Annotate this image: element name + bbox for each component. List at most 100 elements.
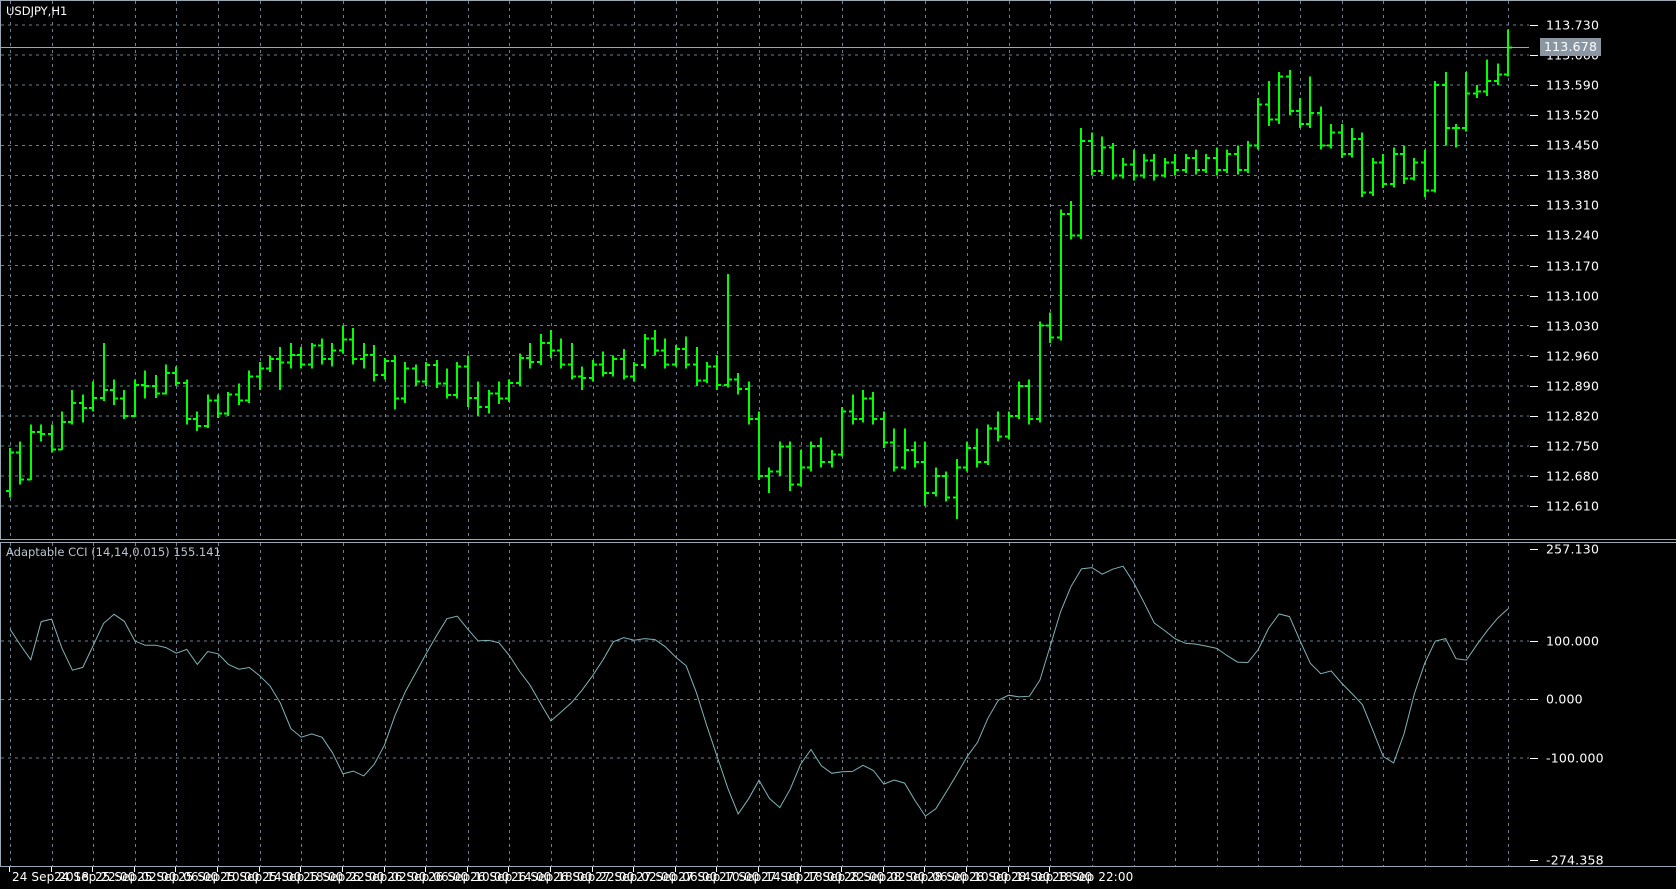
time-axis-tick: [425, 867, 426, 872]
time-axis-label: 28 Sep 14:00: [969, 870, 1051, 884]
time-axis-tick: [384, 867, 385, 872]
time-axis-label: 26 Sep 18:00: [511, 870, 593, 884]
time-axis-label: 25 Sep 18:00: [262, 870, 344, 884]
time-axis-tick: [342, 867, 343, 872]
price-axis-tick: [1530, 25, 1538, 26]
price-axis-tick: [1530, 506, 1538, 507]
time-axis-tick: [92, 867, 93, 872]
time-axis-label: 27 Sep 02:00: [595, 870, 677, 884]
price-axis-label: 113.380: [1546, 167, 1600, 183]
indicator-axis-tick: [1530, 549, 1538, 550]
time-axis-label: 26 Sep 02:00: [345, 870, 427, 884]
time-axis-label: 27 Sep 18:00: [761, 870, 843, 884]
time-axis-tick: [259, 867, 260, 872]
time-axis-tick: [175, 867, 176, 872]
time-axis-tick: [467, 867, 468, 872]
time-axis-label: 24 Sep 22:00: [54, 870, 136, 884]
indicator-axis-label: -274.358: [1546, 852, 1604, 868]
time-axis-tick: [883, 867, 884, 872]
time-axis-label: 26 Sep 22:00: [553, 870, 635, 884]
time-axis-tick: [592, 867, 593, 872]
indicator-plot-area[interactable]: [1, 543, 1529, 866]
price-axis-label: 112.960: [1546, 348, 1600, 364]
indicator-axis-tick: [1530, 757, 1538, 759]
time-axis-tick: [508, 867, 509, 872]
price-axis-tick: [1530, 85, 1538, 87]
time-axis-label: 25 Sep 06:00: [137, 870, 219, 884]
time-axis-tick: [758, 867, 759, 872]
price-axis-label: 113.310: [1546, 197, 1600, 213]
time-axis-tick: [9, 867, 10, 872]
time-axis-label: 26 Sep 10:00: [428, 870, 510, 884]
price-axis-tick: [1530, 175, 1538, 177]
time-axis-label: 28 Sep 02:00: [844, 870, 926, 884]
price-axis-label: 113.590: [1546, 77, 1600, 93]
price-axis-label: 113.730: [1546, 17, 1600, 33]
price-axis-label: 113.170: [1546, 258, 1600, 273]
price-axis-tick: [1530, 355, 1538, 357]
indicator-axis-tick: [1530, 699, 1538, 701]
time-axis-label: 27 Sep 14:00: [719, 870, 801, 884]
indicator-axis-tick: [1530, 860, 1538, 861]
time-axis-label: 28 Sep 18:00: [1011, 870, 1093, 884]
time-axis-tick: [675, 867, 676, 872]
price-axis-label: 112.890: [1546, 378, 1600, 394]
price-axis-tick: [1530, 115, 1538, 117]
time-axis-label: 26 Sep 06:00: [387, 870, 469, 884]
current-price-line: [1, 47, 1529, 49]
price-axis[interactable]: 113.730113.660113.590113.520113.450113.3…: [1530, 1, 1676, 539]
time-axis-label: 24 Sep 2018: [12, 870, 90, 884]
price-axis-label: 112.610: [1546, 498, 1600, 514]
time-axis-tick: [633, 867, 634, 872]
time-axis-tick: [51, 867, 52, 872]
indicator-axis-label: -100.000: [1546, 750, 1604, 766]
price-axis-label: 112.680: [1546, 468, 1600, 484]
price-axis-tick: [1530, 475, 1538, 477]
price-axis-label: 112.820: [1546, 408, 1600, 424]
time-axis-tick: [716, 867, 717, 872]
price-chart-pane[interactable]: USDJPY,H1 113.730113.660113.590113.52011…: [0, 0, 1676, 540]
time-axis-label: 27 Sep 22:00: [803, 870, 885, 884]
indicator-axis[interactable]: 257.130 100.000 0.000 -100.000 -274.358: [1530, 541, 1676, 868]
indicator-pane[interactable]: Adaptable CCI (14,14,0.015) 155.141 257.…: [0, 541, 1676, 868]
price-axis-label: 113.450: [1546, 137, 1600, 153]
price-plot-area[interactable]: [1, 1, 1529, 539]
time-axis-tick: [841, 867, 842, 872]
price-axis-tick: [1530, 55, 1538, 57]
time-axis-label: 28 Sep 10:00: [927, 870, 1009, 884]
time-axis-label: 27 Sep 10:00: [678, 870, 760, 884]
time-axis-tick: [134, 867, 135, 872]
price-axis-label: 113.520: [1546, 107, 1600, 123]
price-axis-tick: [1530, 415, 1538, 417]
price-axis-label: 113.100: [1546, 288, 1600, 304]
indicator-axis-label: 257.130: [1546, 541, 1600, 557]
indicator-label: Adaptable CCI (14,14,0.015) 155.141: [6, 545, 221, 559]
time-axis[interactable]: 24 Sep 2018 24 Sep 22:00 25 Sep 02:00 25 Se…: [0, 867, 1676, 889]
indicator-axis-label: 100.000: [1546, 633, 1600, 649]
time-axis-label: 28 Sep 06:00: [886, 870, 968, 884]
time-axis-tick: [966, 867, 967, 872]
price-axis-label: 112.750: [1546, 438, 1600, 454]
current-price-tag: 113.678: [1540, 38, 1602, 57]
price-axis-tick: [1530, 295, 1538, 297]
symbol-period-label: USDJPY,H1: [6, 4, 68, 18]
time-axis-label: 28 Sep 22:00: [1052, 870, 1134, 884]
price-axis-tick: [1530, 145, 1538, 147]
time-axis-label: 25 Sep 10:00: [178, 870, 260, 884]
time-axis-label: 26 Sep 14:00: [470, 870, 552, 884]
time-axis-tick: [217, 867, 218, 872]
price-axis-tick: [1530, 205, 1538, 207]
time-axis-tick: [550, 867, 551, 872]
price-axis-tick: [1530, 325, 1538, 327]
indicator-axis-tick: [1530, 640, 1538, 642]
time-axis-tick: [800, 867, 801, 872]
price-axis-label: 113.240: [1546, 227, 1600, 243]
price-axis-label: 113.030: [1546, 318, 1600, 334]
price-axis-tick: [1530, 445, 1538, 447]
price-axis-tick: [1530, 385, 1538, 387]
indicator-axis-label: 0.000: [1546, 691, 1583, 707]
time-axis-label: 25 Sep 02:00: [95, 870, 177, 884]
time-axis-tick: [924, 867, 925, 872]
time-axis-tick: [300, 867, 301, 872]
